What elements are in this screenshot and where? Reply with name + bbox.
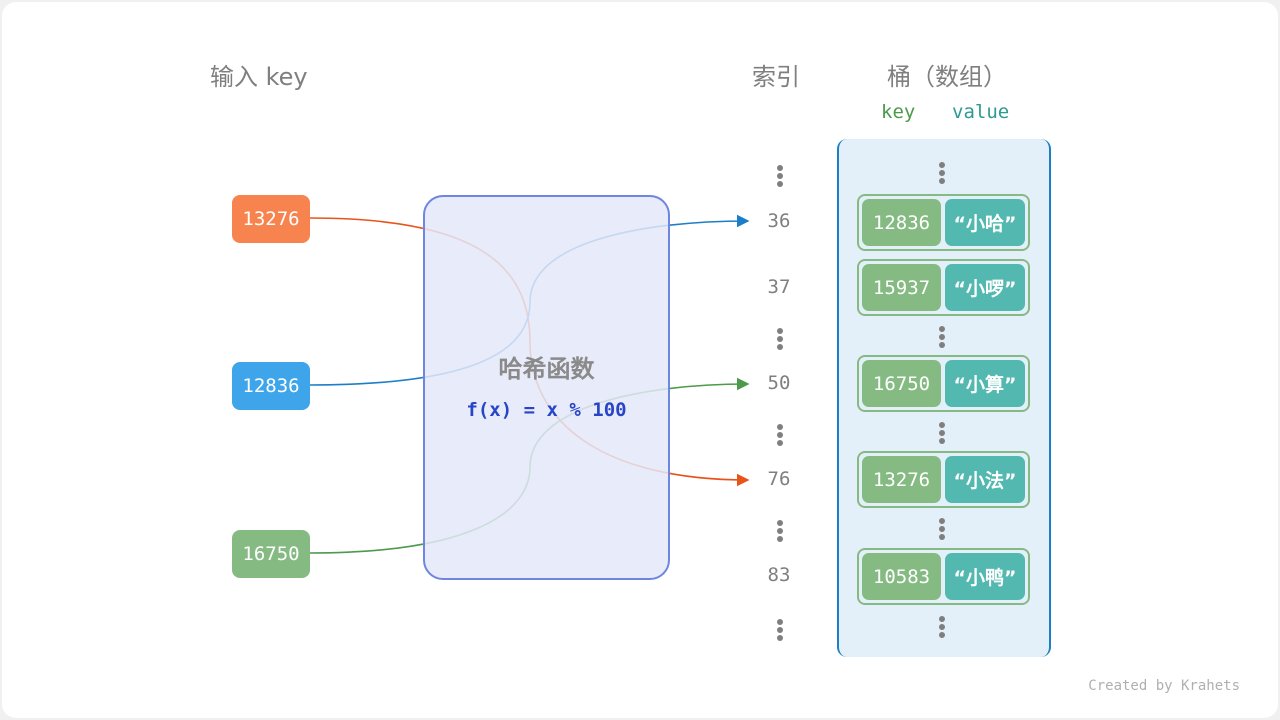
ellipsis-icon — [777, 520, 783, 544]
bucket-entry: 13276 “小法” — [857, 451, 1030, 508]
entry-key: 12836 — [862, 199, 941, 246]
ellipsis-icon — [939, 326, 945, 350]
index-83: 83 — [767, 564, 791, 586]
ellipsis-icon — [939, 422, 945, 446]
entry-value: “小算” — [945, 360, 1025, 407]
index-header: 索引 — [752, 63, 800, 91]
entry-value: “小鸭” — [945, 553, 1025, 600]
input-key-13276: 13276 — [232, 195, 310, 243]
input-key-16750: 16750 — [232, 530, 310, 578]
index-50: 50 — [767, 372, 791, 394]
entry-key: 16750 — [862, 360, 941, 407]
value-column-header: value — [952, 101, 1010, 123]
hash-function-formula: f(x) = x % 100 — [466, 399, 627, 421]
hash-function-box: 哈希函数 f(x) = x % 100 — [423, 195, 670, 580]
ellipsis-icon — [777, 328, 783, 352]
key-column-header: key — [881, 101, 916, 123]
index-36: 36 — [767, 210, 791, 232]
input-key-12836: 12836 — [232, 362, 310, 410]
bucket-entry: 10583 “小鸭” — [857, 548, 1030, 605]
hash-function-title: 哈希函数 — [498, 355, 595, 383]
ellipsis-icon — [777, 165, 783, 189]
ellipsis-icon — [777, 424, 783, 448]
entry-key: 15937 — [862, 264, 941, 311]
entry-value: “小法” — [945, 456, 1025, 503]
bucket-header: 桶（数组） — [887, 63, 1007, 91]
input-key-header: 输入 key — [210, 63, 308, 91]
bucket-entry: 16750 “小算” — [857, 355, 1030, 412]
index-76: 76 — [767, 468, 791, 490]
bucket-entry: 12836 “小哈” — [857, 194, 1030, 251]
entry-key: 13276 — [862, 456, 941, 503]
bucket-entry: 15937 “小啰” — [857, 259, 1030, 316]
entry-value: “小啰” — [945, 264, 1025, 311]
ellipsis-icon — [939, 162, 945, 186]
entry-key: 10583 — [862, 553, 941, 600]
credit-text: Created by Krahets — [1088, 678, 1240, 694]
entry-value: “小哈” — [945, 199, 1025, 246]
ellipsis-icon — [939, 616, 945, 640]
ellipsis-icon — [939, 518, 945, 542]
index-37: 37 — [767, 276, 791, 298]
ellipsis-icon — [777, 619, 783, 643]
